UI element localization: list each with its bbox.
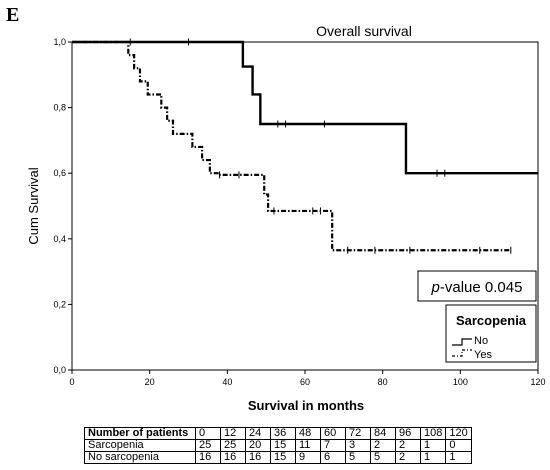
risk-table-cell: 1 bbox=[445, 451, 472, 464]
risk-table-cell: 6 bbox=[320, 451, 346, 464]
legend-symbol-no bbox=[452, 338, 472, 346]
legend-entry-yes: Yes bbox=[474, 349, 492, 361]
risk-table-cell: 11 bbox=[295, 439, 321, 452]
risk-table-header-row: Number of patients 0 12 24 36 48 60 72 84 96 108 12… bbox=[84, 427, 472, 440]
risk-table-cell: 15 bbox=[270, 439, 296, 452]
series-line-no bbox=[72, 40, 538, 175]
risk-table-cell: 16 bbox=[220, 451, 246, 464]
p-value-box: p-value 0.045 bbox=[417, 270, 537, 302]
risk-table-header-time: 120 bbox=[445, 427, 472, 440]
series-layer bbox=[72, 38, 539, 254]
y-tick-label: 0,8 bbox=[53, 103, 66, 113]
risk-table-cell: 7 bbox=[320, 439, 346, 452]
risk-table-header-label: Number of patients bbox=[84, 427, 196, 440]
risk-table-cell: 0 bbox=[445, 439, 472, 452]
risk-table-row-label: No sarcopenia bbox=[84, 451, 196, 464]
risk-table-header-time: 0 bbox=[195, 427, 221, 440]
x-tick-label: 100 bbox=[453, 377, 468, 387]
p-value-text: -value 0.045 bbox=[440, 279, 523, 296]
risk-table-header-time: 84 bbox=[370, 427, 396, 440]
risk-table-row-no-sarcopenia: No sarcopenia 16 16 16 15 9 6 5 5 2 1 1 bbox=[84, 451, 472, 464]
risk-table-cell: 16 bbox=[245, 451, 271, 464]
y-tick-label: 0,6 bbox=[53, 168, 66, 178]
number-at-risk-table: Number of patients 0 12 24 36 48 60 72 84 96 108 12… bbox=[84, 427, 472, 464]
risk-table-cell: 2 bbox=[395, 451, 421, 464]
risk-table-header-time: 60 bbox=[320, 427, 346, 440]
p-value-italic: p bbox=[431, 279, 440, 296]
risk-table-cell: 9 bbox=[295, 451, 321, 464]
risk-table-cell: 16 bbox=[195, 451, 221, 464]
y-axis-label: Cum Survival bbox=[26, 167, 41, 244]
y-tick-label: 0,4 bbox=[53, 234, 66, 244]
x-axis-label: Survival in months bbox=[248, 398, 364, 413]
risk-table-cell: 5 bbox=[370, 451, 396, 464]
risk-table-cell: 5 bbox=[345, 451, 371, 464]
x-tick-label: 0 bbox=[69, 377, 74, 387]
risk-table-header-time: 108 bbox=[419, 427, 447, 440]
risk-table-cell: 2 bbox=[395, 439, 421, 452]
risk-table-cell: 25 bbox=[220, 439, 246, 452]
risk-table-header-time: 96 bbox=[395, 427, 421, 440]
x-tick-label: 120 bbox=[530, 377, 545, 387]
x-tick-label: 20 bbox=[145, 377, 155, 387]
risk-table-cell: 1 bbox=[419, 451, 447, 464]
risk-table-cell: 2 bbox=[370, 439, 396, 452]
x-tick-label: 80 bbox=[378, 377, 388, 387]
axis-ticks: 0 20 40 60 80 100 120 0,0 0,2 0,4 0,6 0,8 1,0 bbox=[53, 37, 545, 387]
risk-table-cell: 25 bbox=[195, 439, 221, 452]
legend-title: Sarcopenia bbox=[456, 313, 527, 328]
legend-entry-no: No bbox=[474, 335, 488, 347]
risk-table-row-label: Sarcopenia bbox=[84, 439, 196, 452]
legend: Sarcopenia No Yes bbox=[445, 304, 537, 363]
y-tick-label: 1,0 bbox=[53, 37, 66, 47]
y-tick-label: 0,0 bbox=[53, 365, 66, 375]
risk-table-header-time: 48 bbox=[295, 427, 321, 440]
x-tick-label: 60 bbox=[300, 377, 310, 387]
y-tick-label: 0,2 bbox=[53, 299, 66, 309]
x-tick-label: 40 bbox=[222, 377, 232, 387]
risk-table-row-sarcopenia: Sarcopenia 25 25 20 15 11 7 3 2 2 1 0 bbox=[84, 439, 472, 452]
risk-table-cell: 15 bbox=[270, 451, 296, 464]
svg-text:p-value 0.045: p-value 0.045 bbox=[431, 279, 523, 296]
panel-label: E bbox=[6, 4, 20, 26]
chart-title: Overall survival bbox=[316, 23, 412, 39]
risk-table-header-time: 36 bbox=[270, 427, 296, 440]
risk-table-cell: 20 bbox=[245, 439, 271, 452]
legend-symbol-yes bbox=[452, 349, 472, 357]
risk-table-cell: 1 bbox=[419, 439, 447, 452]
risk-table-cell: 3 bbox=[345, 439, 371, 452]
risk-table-header-time: 24 bbox=[245, 427, 271, 440]
survival-chart: Overall survival Cum Survival Survival i… bbox=[26, 23, 546, 413]
risk-table-header-time: 12 bbox=[220, 427, 246, 440]
risk-table-header-time: 72 bbox=[345, 427, 371, 440]
